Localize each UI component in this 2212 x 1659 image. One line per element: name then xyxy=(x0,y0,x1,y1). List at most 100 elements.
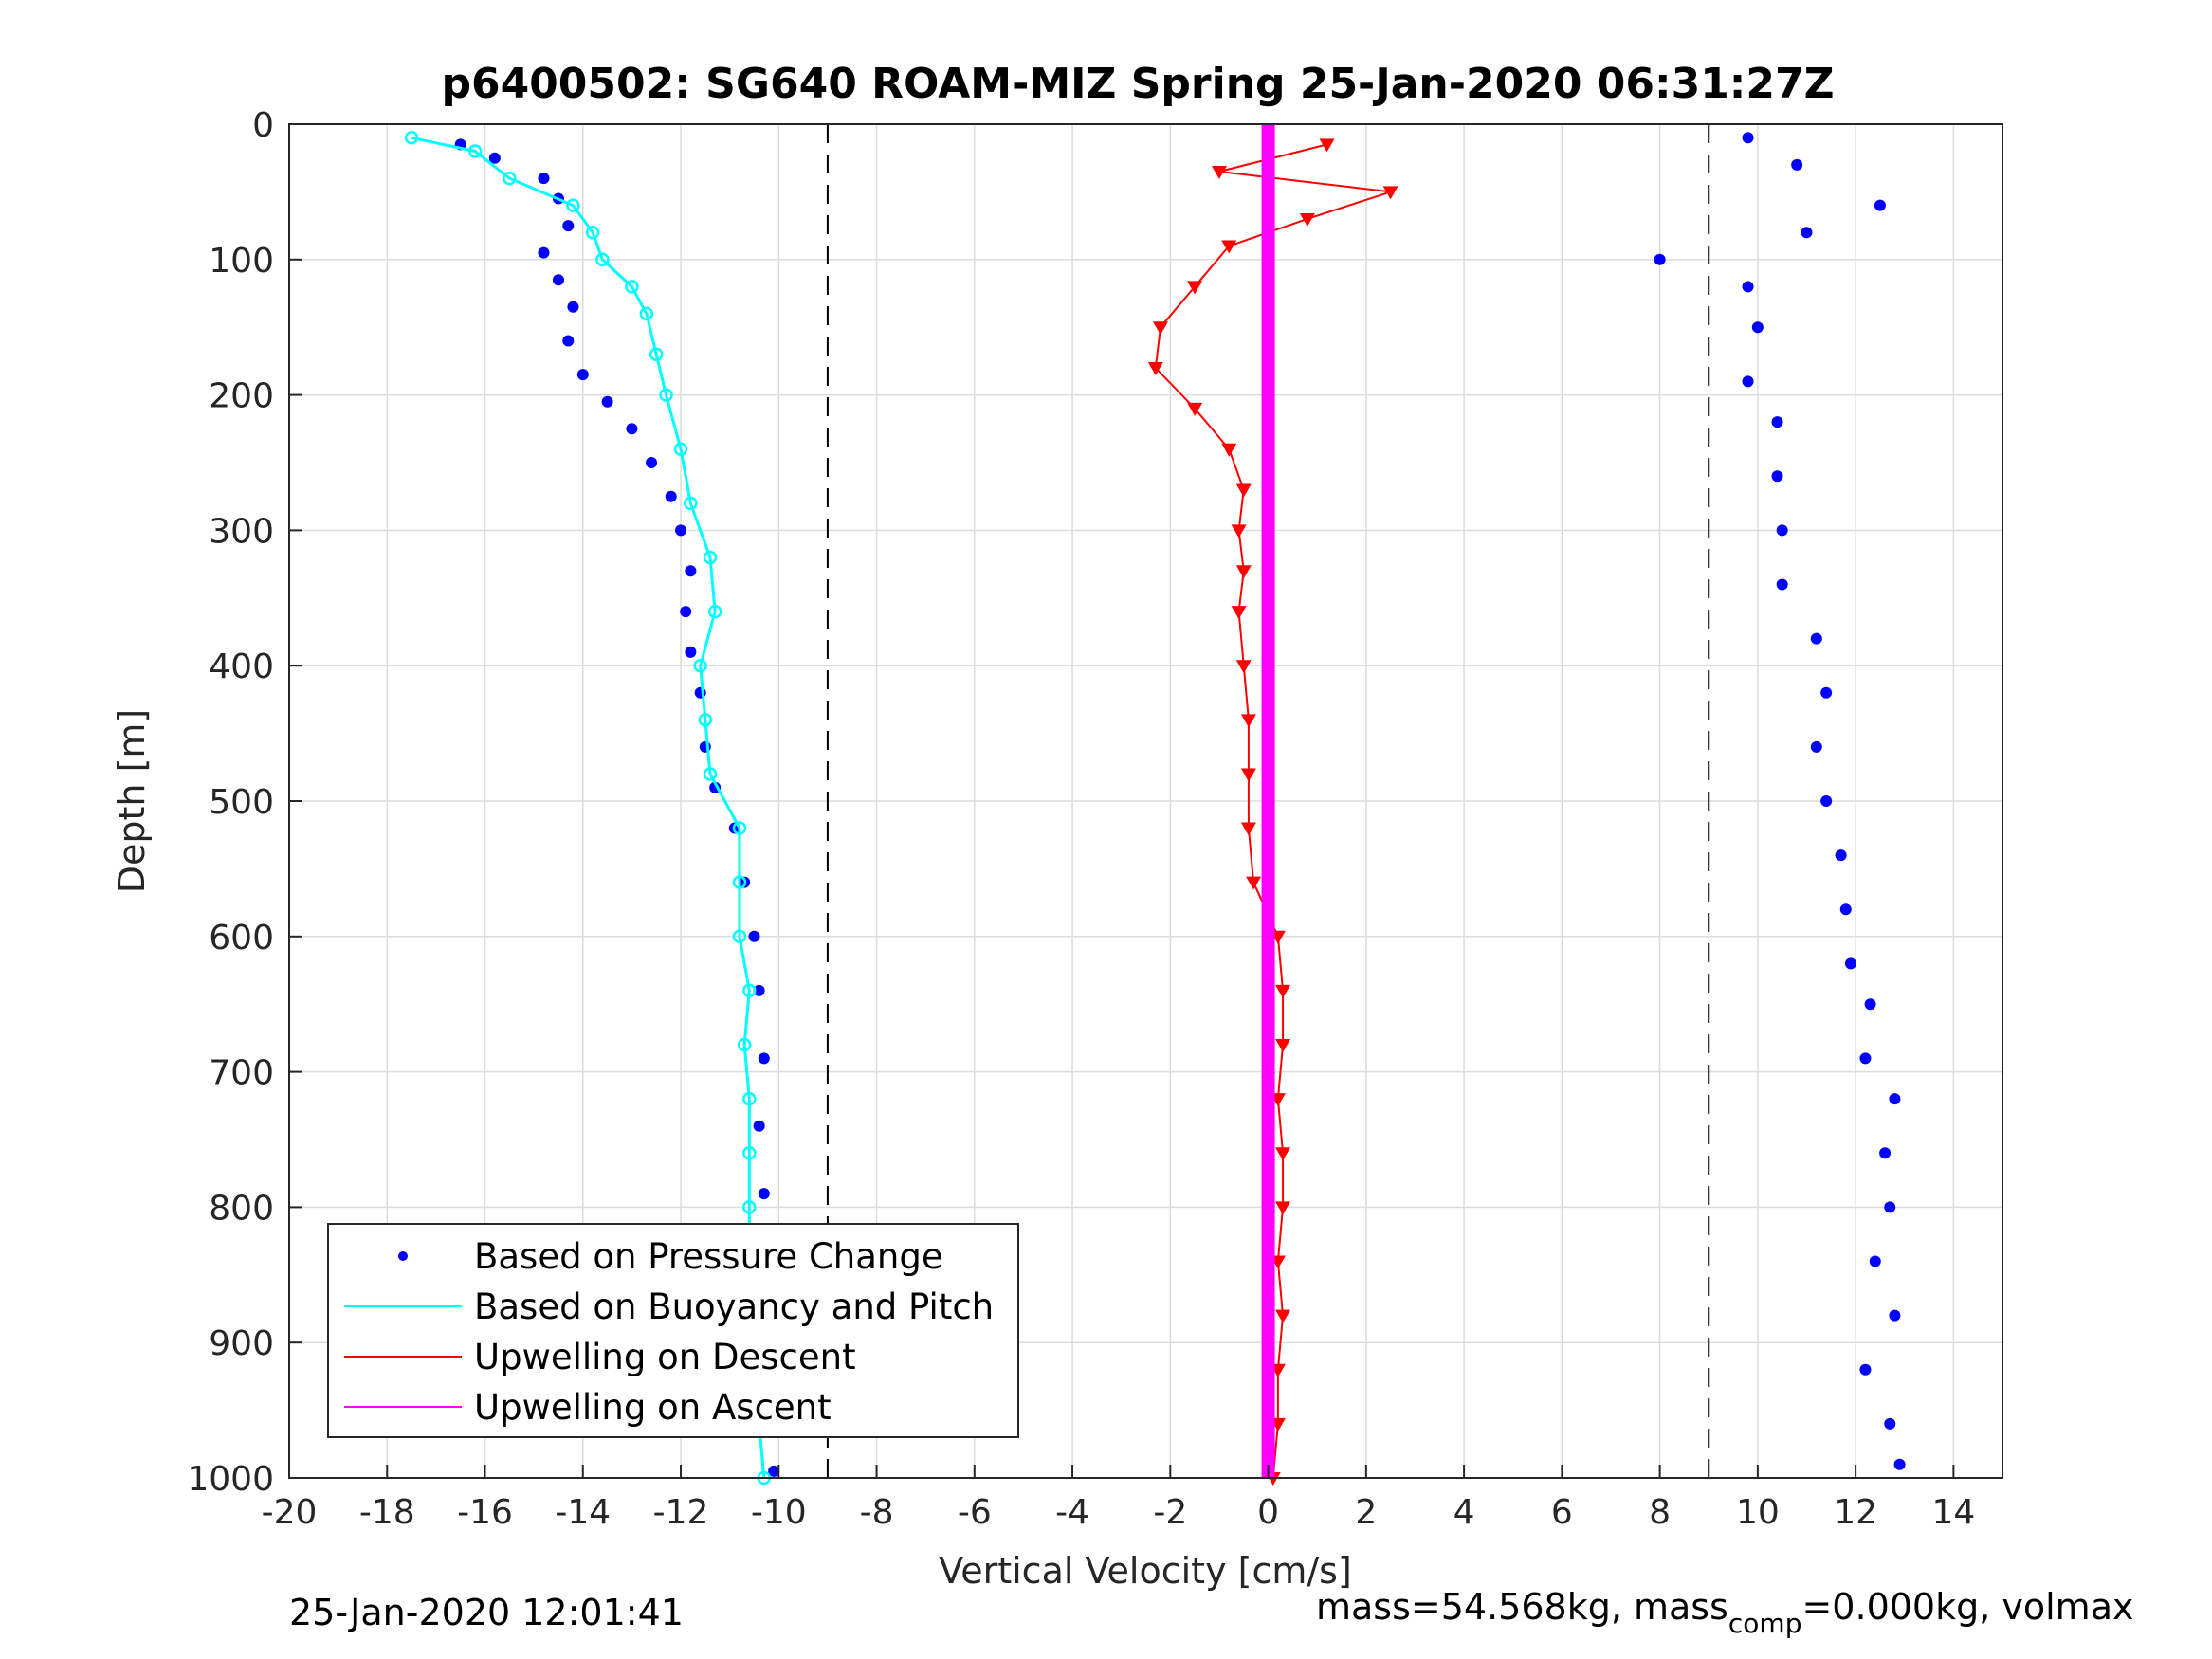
series-point xyxy=(566,198,580,212)
x-tick-label: 6 xyxy=(1551,1493,1573,1532)
series-point xyxy=(732,875,747,889)
legend-marker-pressure xyxy=(398,1251,408,1261)
series-point xyxy=(685,646,697,658)
series-point xyxy=(1742,375,1754,388)
series-point xyxy=(1152,321,1168,336)
chart-title: p6400502: SG640 ROAM-MIZ Spring 25-Jan-2… xyxy=(441,60,1834,108)
x-tick-label: 10 xyxy=(1736,1493,1780,1532)
footer-timestamp: 25-Jan-2020 12:01:41 xyxy=(289,1592,684,1633)
series-point xyxy=(1275,1147,1291,1161)
series-point xyxy=(742,1200,757,1214)
series-point xyxy=(737,1037,752,1052)
legend-label-buoyancy: Based on Buoyancy and Pitch xyxy=(474,1286,994,1327)
x-tick-label: 12 xyxy=(1834,1493,1877,1532)
series-group xyxy=(1654,132,1906,1470)
series-point xyxy=(693,658,707,673)
series-point xyxy=(1275,1201,1291,1215)
series-point xyxy=(646,457,658,468)
series-point xyxy=(1742,132,1754,144)
legend-label-upwelling-descent: Upwelling on Descent xyxy=(474,1337,856,1377)
series-point xyxy=(1874,199,1886,211)
series-point xyxy=(404,131,419,145)
series-point xyxy=(1235,483,1252,498)
series-point xyxy=(1240,714,1256,728)
series-point xyxy=(585,225,600,240)
series-point xyxy=(1275,1039,1291,1053)
x-axis-ticks: -20 -18 -16 -14 -12 -10 -8 -6 -4 -2 0 2 4 6 8 10 12 14 xyxy=(262,1465,1975,1532)
footer-mass: mass=54.568kg, masscomp=0.000kg, volmax xyxy=(1316,1586,2133,1639)
x-tick-label: -8 xyxy=(860,1493,894,1532)
series-point xyxy=(732,821,747,835)
series-point xyxy=(673,442,688,456)
series-point xyxy=(758,1052,770,1065)
series-point xyxy=(488,152,501,164)
y-tick-label: 800 xyxy=(209,1189,274,1228)
y-tick-label: 900 xyxy=(209,1324,274,1363)
x-tick-label: -12 xyxy=(653,1493,709,1532)
series-point xyxy=(1820,686,1833,699)
series-point xyxy=(601,395,613,408)
y-tick-label: 200 xyxy=(209,377,274,416)
series-point xyxy=(639,306,654,321)
series-point xyxy=(703,767,718,781)
series-point xyxy=(758,1188,770,1200)
series-point xyxy=(1221,240,1237,254)
series-point xyxy=(1240,822,1256,836)
series-point xyxy=(1839,903,1852,916)
series-point xyxy=(768,1465,780,1477)
series-point xyxy=(552,274,564,286)
series-point xyxy=(1275,1309,1291,1323)
series-point xyxy=(1231,606,1247,620)
series-point xyxy=(1187,402,1203,416)
series-line xyxy=(1154,143,1391,1479)
x-axis-label: Vertical Velocity [cm/s] xyxy=(939,1550,1352,1592)
series-point xyxy=(538,246,550,259)
x-tick-label: -4 xyxy=(1055,1493,1089,1532)
series-point xyxy=(1742,281,1754,293)
x-tick-label: -20 xyxy=(262,1493,318,1532)
x-tick-label: -16 xyxy=(457,1493,513,1532)
footer-mass-sub: comp xyxy=(1728,1608,1802,1639)
series-point xyxy=(1893,1458,1906,1470)
y-tick-label: 100 xyxy=(209,242,274,281)
footer-mass-rest: =0.000kg, volmax xyxy=(1801,1586,2133,1628)
legend: Based on Pressure Change Based on Buoyan… xyxy=(327,1223,1019,1438)
series-point xyxy=(680,606,692,618)
footer-mass-text: mass=54.568kg, mass xyxy=(1316,1586,1728,1628)
series-point xyxy=(1879,1147,1892,1159)
y-tick-label: 0 xyxy=(252,106,274,145)
series-point xyxy=(753,1120,765,1132)
series-point xyxy=(1246,876,1262,890)
series-point xyxy=(1810,632,1822,645)
series-point xyxy=(467,144,483,158)
series-point xyxy=(1382,186,1398,200)
series-point xyxy=(1319,138,1335,153)
series-point xyxy=(1147,362,1163,376)
series-point xyxy=(742,983,757,998)
series-point xyxy=(1221,443,1237,457)
x-tick-label: -2 xyxy=(1153,1493,1187,1532)
y-tick-label: 700 xyxy=(209,1054,274,1093)
y-tick-label: 300 xyxy=(209,512,274,551)
y-tick-label: 600 xyxy=(209,919,274,957)
series-point xyxy=(1235,565,1252,579)
series-point xyxy=(649,347,664,362)
series-point xyxy=(1776,578,1788,591)
x-tick-label: 8 xyxy=(1649,1493,1671,1532)
series-point xyxy=(1275,984,1291,998)
y-tick-label: 400 xyxy=(209,647,274,686)
series-point xyxy=(665,490,677,502)
series-point xyxy=(1235,660,1252,674)
series-point xyxy=(707,604,722,619)
series-point xyxy=(1810,740,1822,753)
series-point xyxy=(538,173,550,185)
series-point xyxy=(1187,281,1203,295)
x-tick-label: -10 xyxy=(751,1493,807,1532)
series-point xyxy=(1231,524,1247,538)
x-tick-label: 4 xyxy=(1453,1493,1475,1532)
series-point xyxy=(1751,321,1764,334)
x-tick-label: -6 xyxy=(958,1493,992,1532)
x-tick-label: -14 xyxy=(555,1493,611,1532)
series-point xyxy=(562,335,575,347)
series-point xyxy=(503,171,517,186)
